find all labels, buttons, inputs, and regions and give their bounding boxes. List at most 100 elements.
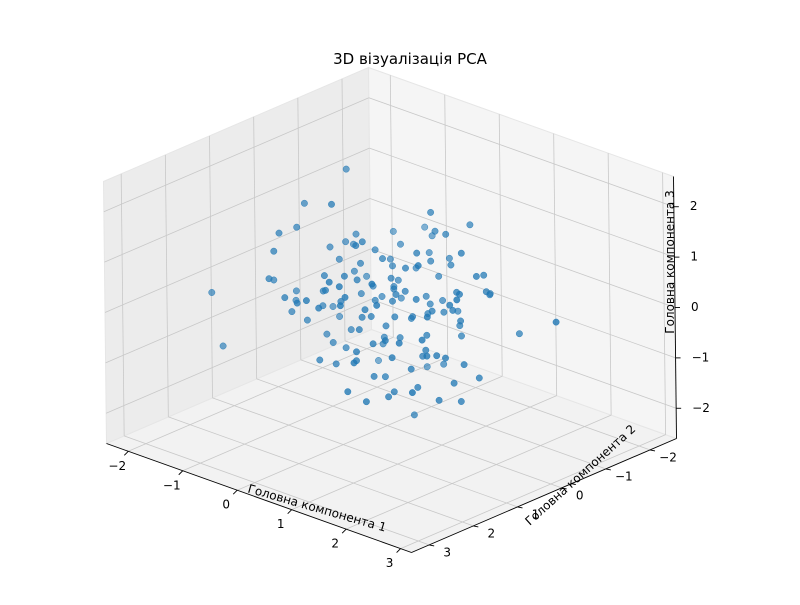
y-tick-mark: [561, 487, 567, 490]
data-point: [329, 303, 337, 310]
grid-x-floor: [237, 375, 503, 491]
z-axis-label: Головна компонента 3: [663, 190, 677, 333]
z-tick-label: 2: [690, 199, 698, 213]
data-point: [401, 287, 409, 295]
x-tick-label: −1: [163, 478, 181, 492]
data-point: [408, 389, 416, 397]
grid-z-left: [104, 198, 371, 313]
data-point: [421, 223, 429, 231]
data-point: [375, 357, 382, 364]
data-point: [323, 330, 331, 338]
data-point: [475, 374, 483, 382]
data-point: [350, 359, 358, 367]
data-point: [373, 301, 381, 309]
grid-y-floor: [168, 416, 474, 527]
data-point: [335, 255, 343, 263]
data-point: [396, 334, 404, 342]
data-point: [302, 297, 310, 305]
data-point: [431, 227, 439, 235]
data-point: [442, 354, 449, 362]
data-point: [303, 316, 311, 324]
data-point: [394, 276, 402, 284]
data-point: [378, 293, 386, 300]
x-tick-mark: [232, 489, 238, 495]
y-tick-mark: [473, 525, 479, 528]
data-point: [439, 297, 447, 304]
data-point: [446, 301, 454, 309]
data-point: [379, 255, 386, 263]
data-point: [407, 365, 415, 373]
y-tick-mark: [649, 449, 656, 452]
data-point: [292, 287, 300, 295]
data-point: [353, 276, 361, 284]
data-point: [460, 361, 468, 369]
grid-z-left: [104, 147, 370, 263]
data-point: [352, 242, 360, 250]
data-point: [457, 249, 465, 257]
y-tick-label: 3: [443, 545, 451, 559]
data-point: [410, 411, 418, 419]
data-point: [361, 306, 369, 314]
data-point: [329, 339, 337, 346]
y-tick-label: −1: [615, 469, 633, 483]
data-point: [208, 289, 216, 296]
chart-title: 3D візуалізація PCA: [333, 50, 488, 68]
data-point: [342, 165, 350, 173]
grid-z-back: [368, 97, 674, 208]
data-point: [270, 247, 278, 255]
data-point: [418, 336, 426, 344]
data-point: [392, 291, 400, 298]
x-tick-mark: [341, 528, 347, 534]
data-point: [367, 313, 375, 320]
grid-z-left: [105, 248, 371, 364]
data-point: [426, 300, 434, 308]
z-tick-label: 0: [691, 300, 699, 314]
data-point: [275, 229, 283, 237]
data-point: [388, 354, 396, 362]
data-point: [336, 302, 344, 310]
data-point: [428, 307, 436, 315]
tick-labels: −2 −1 0 1 2 3 −2 −1 0 1 2 3 −2 −1 0 1 2: [108, 199, 709, 570]
data-point: [427, 208, 435, 216]
z-tick-label: −2: [692, 401, 710, 415]
data-point: [281, 294, 289, 302]
data-point: [425, 249, 433, 257]
data-point: [315, 304, 323, 312]
data-point: [335, 283, 343, 291]
data-point: [389, 227, 397, 235]
data-point: [414, 383, 422, 391]
data-point: [368, 280, 376, 288]
grid-x-floor: [400, 434, 666, 549]
data-point: [389, 297, 396, 305]
data-point: [472, 272, 480, 280]
data-point: [363, 272, 371, 280]
data-point: [385, 393, 393, 401]
data-point: [409, 313, 417, 321]
data-point: [457, 398, 465, 405]
data-point: [300, 199, 308, 207]
data-point: [435, 272, 443, 280]
grid-z-back: [369, 147, 675, 258]
x-tick-mark: [287, 509, 292, 514]
data-point: [414, 262, 422, 270]
axis-lines: [106, 176, 682, 553]
data-point: [350, 267, 358, 275]
y-tick-label: 2: [488, 526, 496, 540]
data-point: [423, 363, 431, 371]
data-point: [381, 373, 389, 381]
data-point: [450, 379, 458, 387]
data-point: [341, 293, 349, 301]
grid-x-floor: [291, 395, 557, 511]
data-point: [355, 326, 363, 334]
data-point: [369, 340, 377, 348]
data-point: [342, 238, 350, 246]
data-point: [265, 275, 273, 283]
data-point: [316, 356, 324, 364]
z-tick-label: 1: [690, 250, 698, 264]
data-point: [389, 262, 396, 270]
data-points: [208, 165, 560, 419]
grid-z-back: [369, 198, 676, 308]
grid-x-floor: [128, 336, 394, 452]
data-point: [466, 221, 474, 229]
grid-y-floor: [256, 378, 562, 489]
